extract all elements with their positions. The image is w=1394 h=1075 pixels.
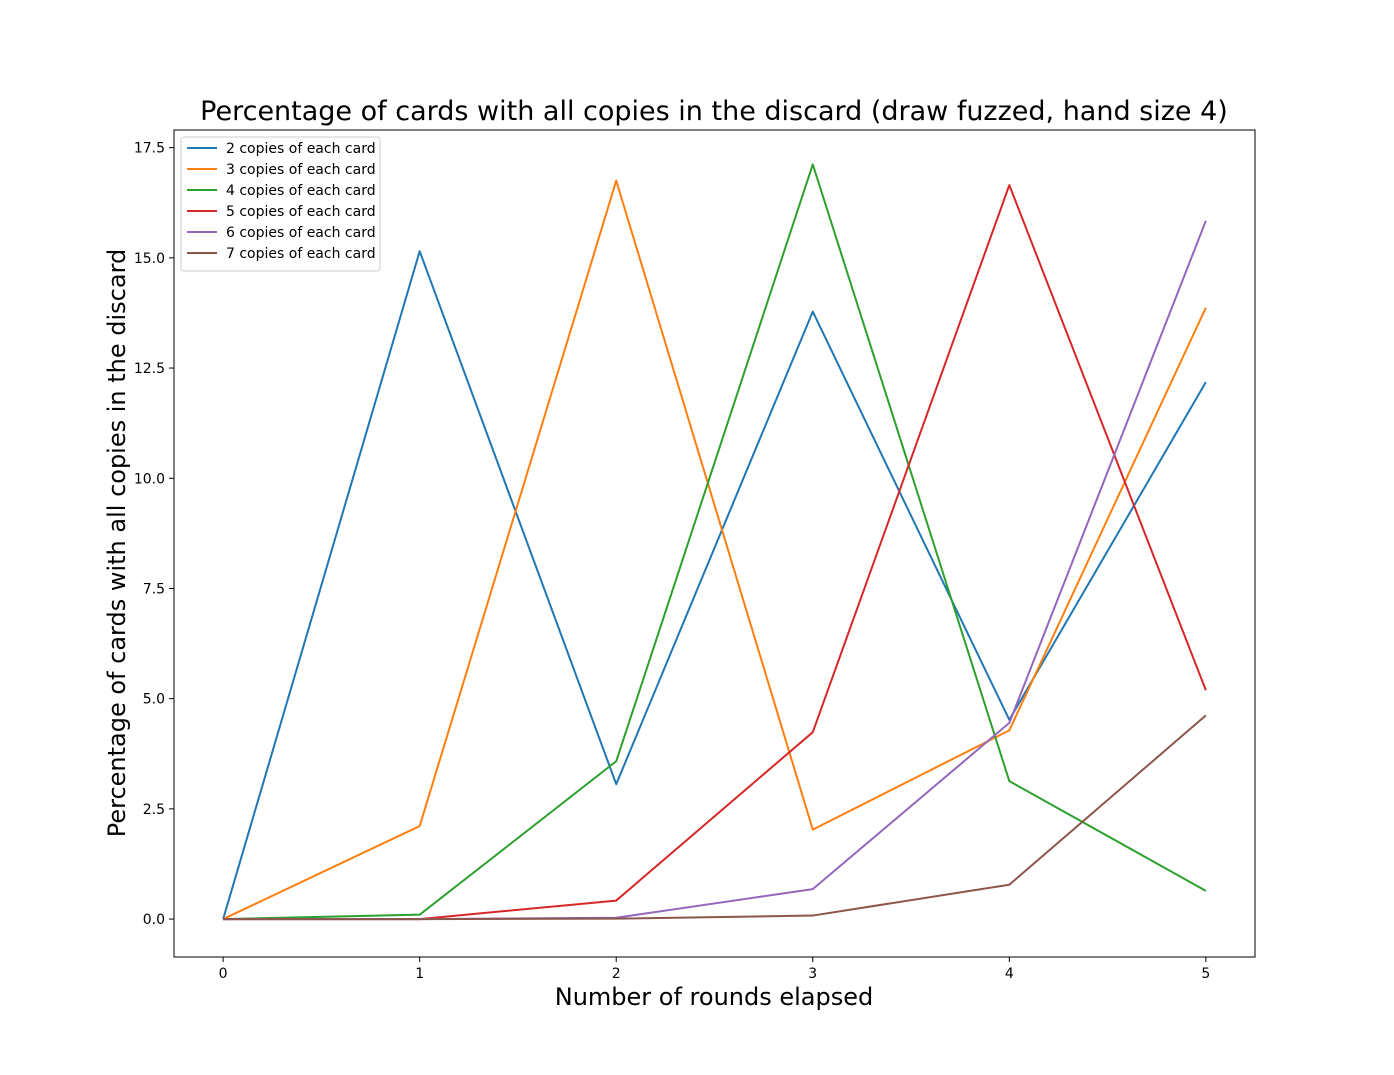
y-axis-label: Percentage of cards with all copies in t… xyxy=(103,249,131,838)
y-tick-label: 10.0 xyxy=(134,471,165,487)
legend-label: 2 copies of each card xyxy=(226,141,376,157)
series-line-4-copies-of-each-card xyxy=(223,163,1207,921)
y-tick-label: 15.0 xyxy=(134,251,165,267)
x-tick-label: 0 xyxy=(219,966,228,982)
y-tick-label: 5.0 xyxy=(143,692,165,708)
legend-label: 6 copies of each card xyxy=(226,225,376,241)
x-tick-label: 5 xyxy=(1201,966,1210,982)
x-axis-label: Number of rounds elapsed xyxy=(555,983,874,1011)
x-tick-label: 2 xyxy=(612,966,621,982)
legend-label: 5 copies of each card xyxy=(226,204,376,220)
y-tick-label: 17.5 xyxy=(134,141,165,157)
legend-label: 7 copies of each card xyxy=(226,246,376,262)
series-line-2-copies-of-each-card xyxy=(222,250,1207,920)
y-tick-label: 0.0 xyxy=(143,912,165,928)
x-tick-label: 4 xyxy=(1005,966,1014,982)
legend-box xyxy=(180,136,381,272)
axis-ticks: 0 1 2 3 4 5 0.0 2.5 5.0 7.5 10.0 12.5 15.0 17.5 xyxy=(134,141,1210,982)
y-tick-label: 7.5 xyxy=(143,581,165,597)
legend: 2 copies of each card 3 copies of each ca… xyxy=(180,136,381,272)
chart-title: Percentage of cards with all copies in t… xyxy=(200,96,1228,127)
legend-label: 3 copies of each card xyxy=(226,162,376,178)
series-line-7-copies-of-each-card xyxy=(223,714,1207,921)
legend-label: 4 copies of each card xyxy=(226,183,376,199)
plot-frame xyxy=(173,129,1256,958)
series-lines xyxy=(222,163,1207,921)
series-line-3-copies-of-each-card xyxy=(222,179,1207,920)
x-tick-label: 1 xyxy=(415,966,424,982)
x-tick-label: 3 xyxy=(808,966,817,982)
y-tick-label: 2.5 xyxy=(143,802,165,818)
y-tick-label: 12.5 xyxy=(134,361,165,377)
